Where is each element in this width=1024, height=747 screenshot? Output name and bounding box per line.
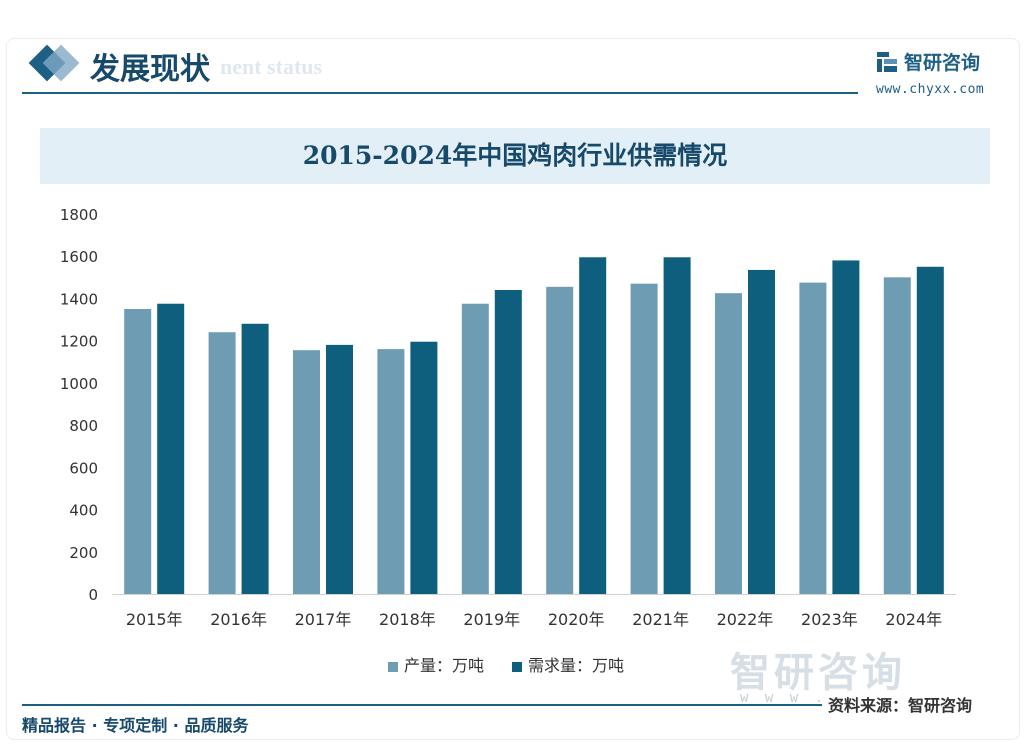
bar-demand	[410, 341, 438, 594]
bar-production	[208, 332, 236, 594]
brand-block: 智研咨询 www.chyxx.com	[876, 46, 1006, 102]
bar-production	[630, 283, 658, 594]
legend-swatch-production	[388, 661, 398, 672]
bar-chart: 0 200 400 600 800 1000 1200 1400 1600 1800 2015年 20…	[60, 206, 956, 629]
bar-demand	[157, 303, 185, 594]
bar-production	[377, 349, 405, 594]
bar-production	[715, 293, 742, 594]
x-tick-label: 2022年	[717, 610, 774, 629]
watermark-url-text: w w w .	[740, 690, 828, 706]
x-tick-label: 2021年	[632, 610, 689, 629]
brand-logo-icon	[877, 52, 897, 72]
bar-demand	[494, 290, 522, 594]
y-tick-label: 800	[69, 417, 98, 435]
bar-demand	[579, 257, 607, 594]
source-note: 资料来源：智研咨询	[828, 696, 973, 715]
x-tick-label: 2017年	[295, 610, 352, 629]
bar-demand	[241, 323, 269, 594]
brand-name: 智研咨询	[904, 52, 981, 74]
bar-production	[461, 303, 489, 594]
footer-tagline: 精品报告 · 专项定制 · 品质服务	[22, 716, 249, 735]
y-tick-label: 1600	[60, 248, 98, 266]
legend-item-demand: 需求量：万吨	[512, 652, 624, 676]
y-tick-label: 1200	[60, 333, 98, 351]
x-tick-label: 2018年	[379, 610, 436, 629]
chart-title: 2015-2024年中国鸡肉行业供需情况	[302, 141, 728, 170]
bar-production	[799, 282, 827, 594]
bar-production	[124, 309, 152, 594]
bar-production	[293, 350, 320, 594]
y-tick-label: 0	[88, 586, 98, 604]
section-header: nent status 发展现状	[28, 40, 850, 92]
y-tick-label: 1400	[60, 290, 98, 308]
x-tick-label: 2023年	[801, 610, 858, 629]
bar-production	[883, 277, 911, 594]
y-tick-label: 1800	[60, 206, 98, 224]
section-title: 发展现状	[90, 52, 210, 87]
x-tick-label: 2020年	[548, 610, 605, 629]
bar-demand	[916, 266, 944, 594]
bar-production	[546, 286, 574, 594]
x-tick-label: 2015年	[126, 610, 183, 629]
legend-swatch-demand	[512, 661, 522, 672]
legend-label-production: 产量：万吨	[404, 656, 485, 675]
y-tick-label: 600	[69, 459, 98, 477]
y-tick-label: 1000	[60, 375, 98, 393]
y-tick-label: 200	[69, 544, 98, 562]
bar-demand	[326, 344, 353, 594]
brand-url[interactable]: www.chyxx.com	[876, 82, 985, 97]
x-tick-label: 2016年	[210, 610, 267, 629]
header-divider	[22, 92, 858, 94]
y-tick-label: 400	[69, 502, 98, 520]
legend-label-demand: 需求量：万吨	[528, 656, 625, 675]
bar-demand	[663, 257, 691, 594]
x-tick-label: 2019年	[463, 610, 520, 629]
bar-demand	[832, 260, 860, 594]
watermark-logo-text: 智研咨询	[730, 650, 906, 696]
x-tick-label: 2024年	[885, 610, 942, 629]
section-title-en: nent status	[220, 54, 323, 79]
bar-demand	[748, 269, 775, 594]
chart-title-bar: 2015-2024年中国鸡肉行业供需情况	[40, 128, 990, 184]
footer-divider	[22, 704, 822, 706]
legend-item-production: 产量：万吨	[388, 652, 484, 676]
